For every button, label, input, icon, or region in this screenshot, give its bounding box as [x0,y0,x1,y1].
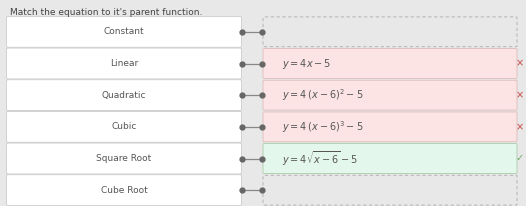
Text: ✓: ✓ [516,153,524,164]
Text: Square Root: Square Root [96,154,151,163]
FancyBboxPatch shape [263,144,517,173]
Text: ×: × [516,90,524,100]
Text: Match the equation to it's parent function.: Match the equation to it's parent functi… [10,8,203,17]
Text: $y = 4\sqrt{x-6} - 5$: $y = 4\sqrt{x-6} - 5$ [282,149,358,168]
FancyBboxPatch shape [6,80,241,111]
Text: $y = 4x - 5$: $y = 4x - 5$ [282,56,331,70]
FancyBboxPatch shape [263,80,517,110]
Text: Constant: Constant [104,27,144,36]
Text: Cubic: Cubic [112,122,137,131]
Text: $y = 4\,(x-6)^{2} - 5$: $y = 4\,(x-6)^{2} - 5$ [282,87,363,103]
FancyBboxPatch shape [263,49,517,78]
FancyBboxPatch shape [6,16,241,47]
FancyBboxPatch shape [6,48,241,79]
Text: Cube Root: Cube Root [100,186,147,195]
FancyBboxPatch shape [6,111,241,142]
Text: ×: × [516,122,524,132]
FancyBboxPatch shape [263,112,517,142]
FancyBboxPatch shape [6,175,241,206]
Text: Linear: Linear [110,59,138,68]
Text: Quadratic: Quadratic [102,91,146,100]
Text: ×: × [516,59,524,69]
FancyBboxPatch shape [6,143,241,174]
Text: $y = 4\,(x-6)^{3} - 5$: $y = 4\,(x-6)^{3} - 5$ [282,119,363,135]
